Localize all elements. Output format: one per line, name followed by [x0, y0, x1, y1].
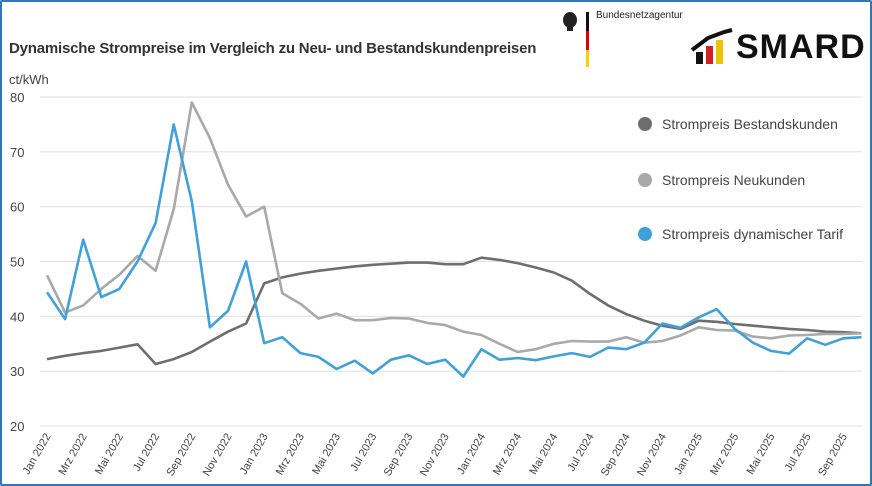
x-tick-label: Jan 2024 [455, 432, 488, 477]
y-tick-label: 60 [10, 200, 24, 215]
x-tick-label: Jan 2023 [238, 432, 271, 477]
agency-name: Bundesnetzagentur [596, 10, 683, 21]
eagle-icon [563, 12, 577, 31]
series-line-2 [45, 123, 862, 378]
x-tick-label: Mrz 2023 [274, 432, 307, 478]
chart-title: Dynamische Strompreise im Vergleich zu N… [9, 40, 537, 57]
legend-marker-icon [638, 227, 652, 241]
y-tick-label: 40 [10, 309, 24, 324]
x-tick-label: Mrz 2025 [708, 432, 741, 478]
smard-logo-text: SMARD [736, 28, 866, 66]
y-tick-label: 70 [10, 145, 24, 160]
legend-marker-icon [638, 173, 652, 187]
x-tick-label: Nov 2024 [635, 432, 669, 479]
series-line-0 [46, 256, 862, 366]
legend-label: Strompreis dynamischer Tarif [662, 226, 844, 242]
legend-label: Strompreis Neukunden [662, 172, 806, 188]
legend-item: Strompreis Bestandskunden [638, 116, 838, 132]
x-tick-label: Mai 2023 [310, 432, 343, 477]
x-tick-label: Mrz 2022 [56, 432, 89, 478]
x-tick-label: Jul 2025 [783, 432, 814, 474]
x-tick-label: Nov 2023 [418, 432, 452, 479]
series-line-1 [45, 101, 862, 354]
legend-marker-icon [638, 117, 652, 131]
y-tick-label: 80 [10, 90, 24, 105]
y-tick-label: 50 [10, 255, 24, 270]
x-tick-label: Sep 2023 [382, 432, 416, 479]
legend-item: Strompreis dynamischer Tarif [638, 226, 843, 242]
x-tick-label: Mai 2024 [527, 432, 560, 477]
x-tick-label: Mai 2022 [93, 432, 126, 477]
y-axis-label: ct/kWh [9, 72, 49, 87]
x-tick-label: Nov 2022 [201, 432, 235, 479]
x-tick-label: Sep 2025 [816, 432, 850, 479]
x-tick-label: Jan 2025 [672, 432, 705, 477]
x-tick-label: Sep 2022 [164, 432, 198, 479]
bundesnetzagentur-logo [563, 12, 589, 67]
legend-item: Strompreis Neukunden [638, 172, 805, 188]
y-tick-label: 20 [10, 419, 24, 434]
x-tick-label: Jan 2022 [21, 432, 54, 477]
y-tick-label: 30 [10, 364, 24, 379]
x-tick-label: Jul 2022 [131, 432, 162, 474]
x-tick-label: Mrz 2024 [491, 432, 524, 478]
x-tick-label: Sep 2024 [599, 432, 633, 479]
x-tick-label: Mai 2025 [745, 432, 778, 477]
smard-logo-icon [690, 28, 733, 64]
x-tick-label: Jul 2023 [348, 432, 379, 474]
legend-label: Strompreis Bestandskunden [662, 116, 838, 132]
x-tick-label: Jul 2024 [565, 432, 596, 474]
